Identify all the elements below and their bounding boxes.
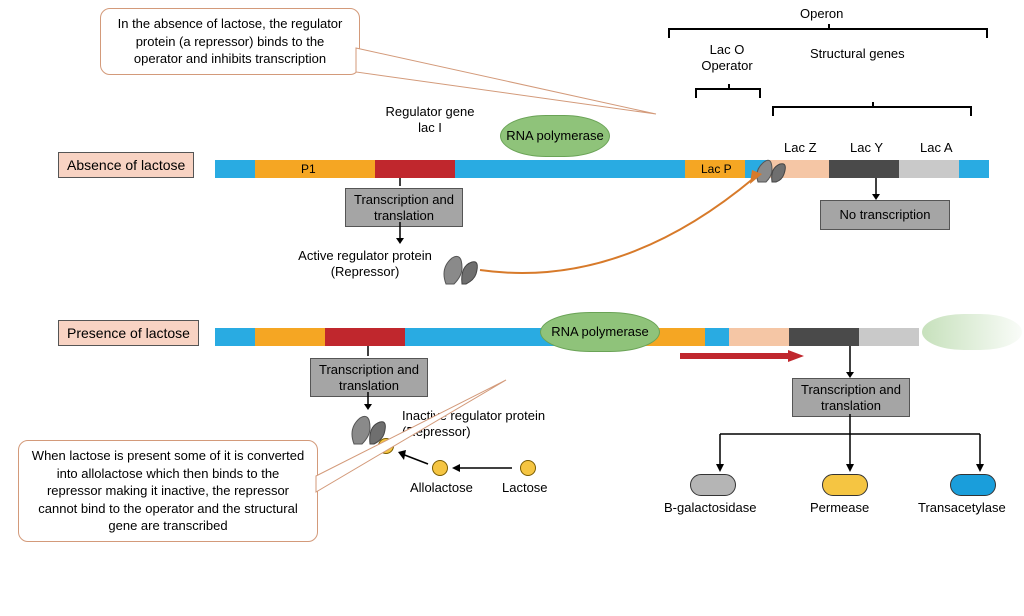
arrow-allo-to-repressor [398,452,698,602]
dna-segment [729,328,789,346]
label-active-repressor: Active regulator protein (Repressor) [290,248,440,279]
dna-segment [215,160,255,178]
label-operon: Operon [800,6,843,21]
brace-operon [668,28,988,36]
callout-presence: When lactose is present some of it is co… [18,440,318,542]
dna-segment-label: P1 [301,162,316,176]
label-structural: Structural genes [810,46,905,61]
label-lacA: Lac A [920,140,953,155]
dna-segment [959,160,989,178]
dna-segment [859,328,919,346]
dna-segment [789,328,859,346]
dna-segment [325,328,405,346]
label-lactose: Lactose [502,480,548,495]
dna-segment [829,160,899,178]
label-lacO: Lac O Operator [692,42,762,73]
label-bgal: B-galactosidase [664,500,757,515]
rna-poly-moving-icon [922,314,1022,350]
label-presence: Presence of lactose [58,320,199,346]
label-permease: Permease [810,500,869,515]
callout-absence: In the absence of lactose, the regulator… [100,8,360,75]
dna-segment-label: Lac P [701,162,732,176]
protein-transacetylase [950,474,996,496]
callout1-pointer [356,44,676,144]
protein-bgal [690,474,736,496]
dna-segment [215,328,255,346]
active-repressor-icon [440,252,480,288]
dna-segment [405,328,525,346]
arrow-no-transcription [876,178,1024,328]
dna-segment [899,160,959,178]
brace-structural [772,106,972,114]
brace-lacO [695,88,761,96]
dna-segment [375,160,455,178]
label-lacY: Lac Y [850,140,883,155]
arrow-repressor-to-operator [480,170,780,290]
label-transacetylase: Transacetylase [918,500,1006,515]
dna-segment [705,328,729,346]
label-lacZ: Lac Z [784,140,817,155]
lactose-icon [520,460,536,476]
dna-segment [255,328,325,346]
protein-permease [822,474,868,496]
label-absence: Absence of lactose [58,152,194,178]
